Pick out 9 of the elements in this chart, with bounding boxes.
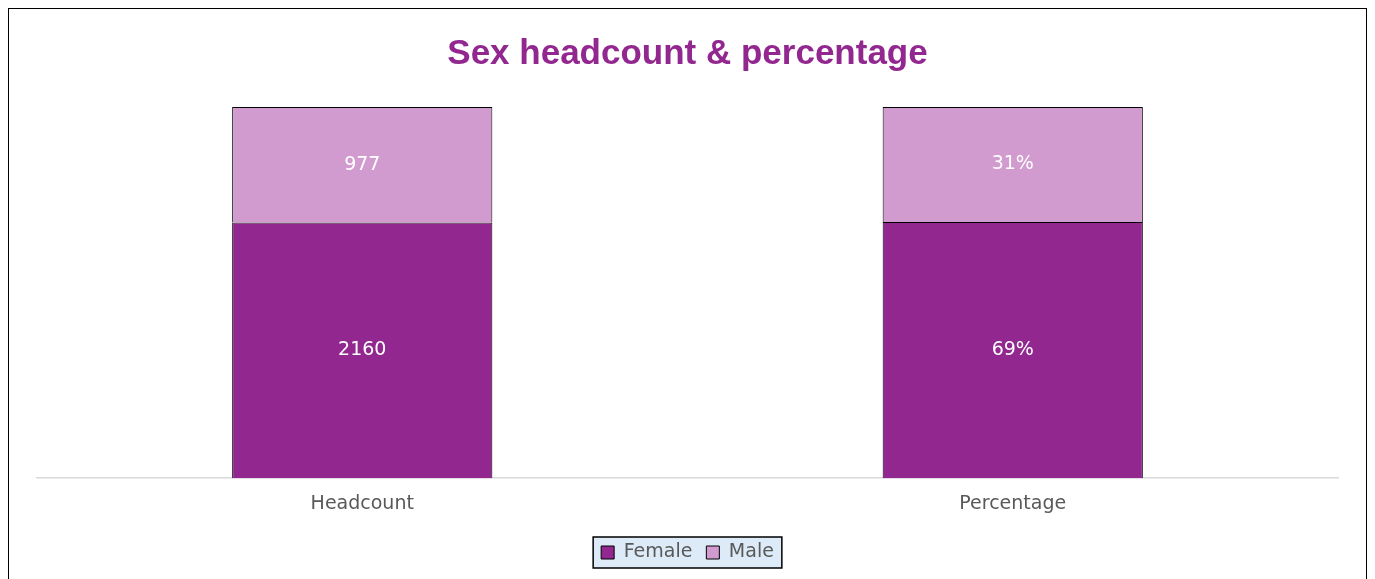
data-label: 977 [344, 151, 381, 174]
data-label: 31% [991, 151, 1034, 174]
x-tick-label: Headcount [310, 490, 414, 513]
legend-label: Female [623, 539, 693, 562]
data-label: 69% [991, 337, 1034, 360]
data-label: 2160 [338, 337, 387, 360]
legend-label: Male [728, 539, 774, 562]
chart-title: Sex headcount & percentage [447, 31, 928, 71]
x-tick-label: Percentage [959, 490, 1067, 513]
